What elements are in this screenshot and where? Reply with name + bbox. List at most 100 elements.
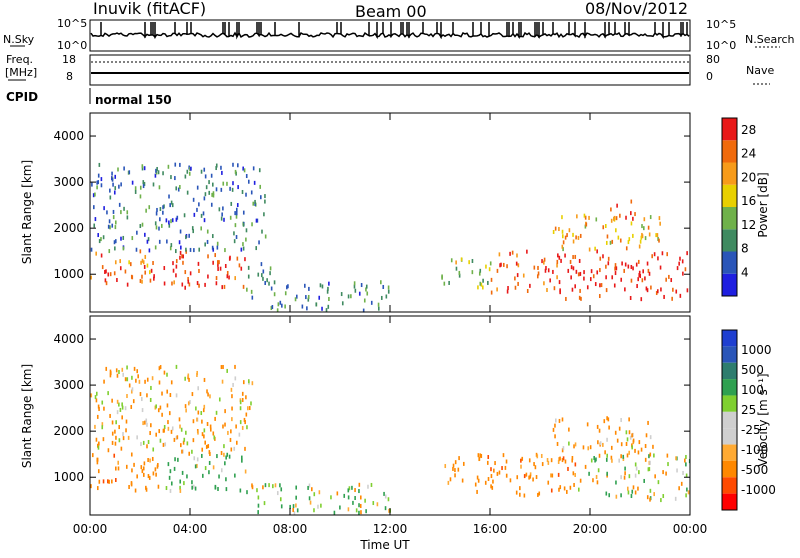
range-cell bbox=[517, 281, 519, 286]
range-cell bbox=[152, 447, 155, 452]
range-cell bbox=[121, 415, 123, 420]
range-cell bbox=[123, 166, 125, 171]
range-cell bbox=[220, 468, 223, 473]
range-cell bbox=[128, 170, 131, 175]
range-cell bbox=[556, 275, 558, 280]
range-cell bbox=[572, 232, 574, 237]
range-cell bbox=[224, 461, 226, 466]
range-cell bbox=[145, 208, 147, 213]
range-cell bbox=[239, 420, 242, 425]
range-cell bbox=[569, 485, 572, 490]
range-cell bbox=[565, 296, 567, 301]
range-cell bbox=[148, 248, 151, 253]
range-cell bbox=[574, 462, 577, 467]
range-cell bbox=[526, 289, 529, 294]
range-cell bbox=[676, 468, 678, 473]
range-cell bbox=[130, 389, 133, 394]
range-cell bbox=[189, 271, 192, 276]
range-cell bbox=[549, 278, 551, 283]
range-cell bbox=[201, 453, 203, 458]
range-cell bbox=[133, 366, 136, 371]
range-cell bbox=[211, 245, 214, 250]
range-cell bbox=[471, 258, 474, 263]
range-cell bbox=[206, 239, 209, 244]
range-cell bbox=[596, 270, 599, 275]
range-cell bbox=[525, 472, 528, 477]
range-cell bbox=[185, 408, 187, 413]
range-cell bbox=[196, 417, 198, 422]
range-cell bbox=[625, 430, 628, 435]
range-cell bbox=[233, 446, 236, 451]
range-cell bbox=[533, 462, 535, 467]
range-cell bbox=[596, 480, 599, 485]
range-cell bbox=[328, 296, 330, 301]
range-cell bbox=[226, 270, 229, 275]
range-cell bbox=[480, 454, 483, 459]
range-cell bbox=[109, 413, 111, 418]
range-cell bbox=[653, 453, 655, 458]
range-cell bbox=[652, 444, 654, 449]
range-cell bbox=[501, 466, 503, 471]
range-cell bbox=[193, 248, 195, 253]
range-cell bbox=[676, 456, 678, 461]
range-cell bbox=[556, 259, 559, 264]
noise-left-tick-top: 10^5 bbox=[57, 17, 87, 30]
range-cell bbox=[461, 478, 464, 483]
range-cell bbox=[454, 473, 456, 478]
range-cell bbox=[258, 240, 260, 245]
range-cell bbox=[209, 427, 212, 432]
range-cell bbox=[387, 497, 390, 502]
range-cell bbox=[116, 399, 119, 404]
range-cell bbox=[458, 273, 461, 278]
range-cell bbox=[603, 419, 606, 424]
range-cell bbox=[490, 467, 492, 472]
range-cell bbox=[134, 189, 137, 194]
range-cell bbox=[111, 431, 114, 436]
range-cell bbox=[139, 185, 142, 190]
velocity-colorbar-segment bbox=[722, 428, 737, 445]
range-cell bbox=[256, 218, 259, 223]
noise-panel-frame bbox=[89, 19, 691, 52]
range-cell bbox=[364, 498, 366, 503]
range-cell bbox=[634, 473, 637, 478]
range-cell bbox=[325, 308, 328, 313]
range-cell bbox=[558, 418, 561, 423]
range-cell bbox=[233, 239, 236, 244]
range-cell bbox=[576, 214, 578, 219]
velocity-colorbar-label: Velocity [m s⁻¹] bbox=[756, 373, 770, 466]
range-cell bbox=[222, 181, 225, 186]
range-cell bbox=[646, 288, 649, 293]
range-cell bbox=[608, 425, 610, 430]
range-cell bbox=[136, 369, 139, 374]
range-cell bbox=[589, 445, 592, 450]
range-cell bbox=[117, 466, 120, 471]
range-cell bbox=[668, 274, 670, 279]
range-cell bbox=[226, 181, 228, 186]
range-cell bbox=[191, 485, 193, 490]
range-cell bbox=[614, 263, 617, 268]
range-cell bbox=[149, 431, 151, 436]
range-cell bbox=[317, 504, 319, 509]
range-cell bbox=[147, 440, 150, 445]
range-cell bbox=[471, 270, 474, 275]
range-cell bbox=[242, 210, 245, 215]
y-tick-label: 4000 bbox=[53, 129, 84, 143]
range-cell bbox=[117, 167, 119, 172]
power-y-label: Slant Range [km] bbox=[20, 160, 34, 264]
range-cell bbox=[168, 220, 170, 225]
range-cell bbox=[561, 448, 564, 453]
range-cell bbox=[624, 262, 627, 267]
range-cell bbox=[136, 474, 138, 479]
range-cell bbox=[154, 467, 157, 472]
range-cell bbox=[675, 456, 677, 461]
velocity-colorbar-tick: 25 bbox=[741, 403, 756, 417]
power-colorbar: 4 8 12 16 20 24 28 bbox=[721, 117, 756, 297]
range-cell bbox=[570, 275, 572, 280]
range-cell bbox=[574, 442, 577, 447]
range-cell bbox=[204, 282, 206, 287]
range-cell bbox=[654, 474, 656, 479]
power-colorbar-segment bbox=[722, 229, 737, 252]
range-cell bbox=[599, 441, 602, 446]
range-cell bbox=[647, 467, 650, 472]
range-cell bbox=[96, 180, 98, 185]
